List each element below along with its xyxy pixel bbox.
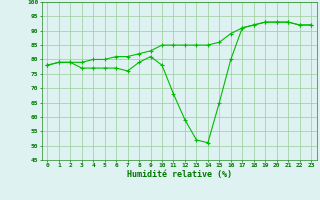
X-axis label: Humidité relative (%): Humidité relative (%) <box>127 170 232 179</box>
